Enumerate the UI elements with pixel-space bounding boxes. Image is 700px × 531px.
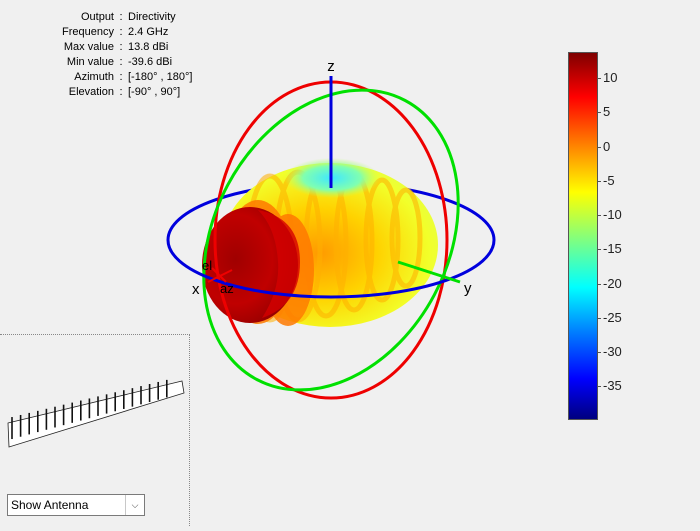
info-label: Frequency (62, 26, 114, 38)
info-label: Elevation (68, 86, 114, 98)
main-lobe-bright (258, 210, 300, 318)
info-value: [-180° , 180°] (128, 71, 193, 83)
yagi-antenna-preview (7, 379, 185, 448)
info-value: -39.6 dBi (128, 56, 173, 68)
colorbar-tick (597, 317, 601, 319)
info-value: 2.4 GHz (128, 26, 169, 38)
azimuth-ring-front (166, 239, 496, 299)
info-row: Max value:13.8 dBi (20, 40, 192, 55)
colorbar-tick (597, 112, 601, 114)
colorbar-tick (597, 249, 601, 251)
colorbar-tick-label: -25 (603, 309, 622, 325)
colorbar-tick-label: -5 (603, 172, 615, 188)
az-marker (211, 267, 227, 283)
colorbar-tick-label: 0 (603, 138, 611, 154)
info-row: Azimuth: [-180° , 180°] (20, 70, 192, 85)
info-separator: : (119, 56, 123, 68)
colorbar-tick-label: 5 (603, 104, 611, 120)
colorbar-tick (597, 215, 601, 217)
info-label: Output (80, 11, 114, 23)
z-axis-label: z (327, 58, 335, 75)
info-label: Max value (63, 41, 114, 53)
colorbar-tick (597, 386, 601, 388)
info-separator: : (119, 71, 123, 83)
view-option-dropdown[interactable]: Show Antenna ⌵ (7, 494, 145, 516)
dropdown-selected-value: Show Antenna (11, 498, 89, 512)
info-label: Azimuth (74, 71, 114, 83)
colorbar-tick-label: -30 (603, 344, 622, 360)
info-value: [-90° , 90°] (128, 86, 181, 98)
info-separator: : (119, 11, 123, 23)
antenna-elements (11, 379, 168, 440)
info-separator: : (119, 41, 123, 53)
colorbar-tick-label: -15 (603, 241, 622, 257)
info-separator: : (119, 86, 123, 98)
chevron-down-icon[interactable]: ⌵ (125, 495, 144, 515)
colorbar-tick (597, 283, 601, 285)
colorbar-tick (597, 146, 601, 148)
colorbar-gradient (568, 52, 598, 420)
colorbar-tick-label: 10 (603, 70, 618, 86)
az-label: az (220, 281, 234, 296)
info-row: Elevation: [-90° , 90°] (20, 85, 192, 100)
pattern-info: Output: Directivity Frequency:2.4 GHz Max v… (20, 10, 192, 100)
info-row: Frequency:2.4 GHz (20, 25, 192, 40)
colorbar-tick (597, 78, 601, 80)
colorbar-tick-label: -10 (603, 207, 622, 223)
antenna-preview-panel (0, 334, 190, 526)
info-separator: : (119, 26, 123, 38)
y-axis (397, 260, 461, 284)
info-label: Min value (66, 56, 114, 68)
el-label: el (202, 258, 212, 273)
x-axis-label: x (192, 281, 200, 298)
y-axis-label: y (464, 280, 472, 297)
elevation-ring-yz (202, 88, 460, 392)
colorbar-tick (597, 180, 601, 182)
info-value: 13.8 dBi (128, 41, 169, 53)
colorbar-tick (597, 352, 601, 354)
colorbar-tick-label: -20 (603, 275, 622, 291)
colorbar-tick-label: -35 (603, 378, 622, 394)
info-row: Output: Directivity (20, 10, 192, 25)
info-row: Min value: -39.6 dBi (20, 55, 192, 70)
info-value: Directivity (128, 11, 176, 23)
